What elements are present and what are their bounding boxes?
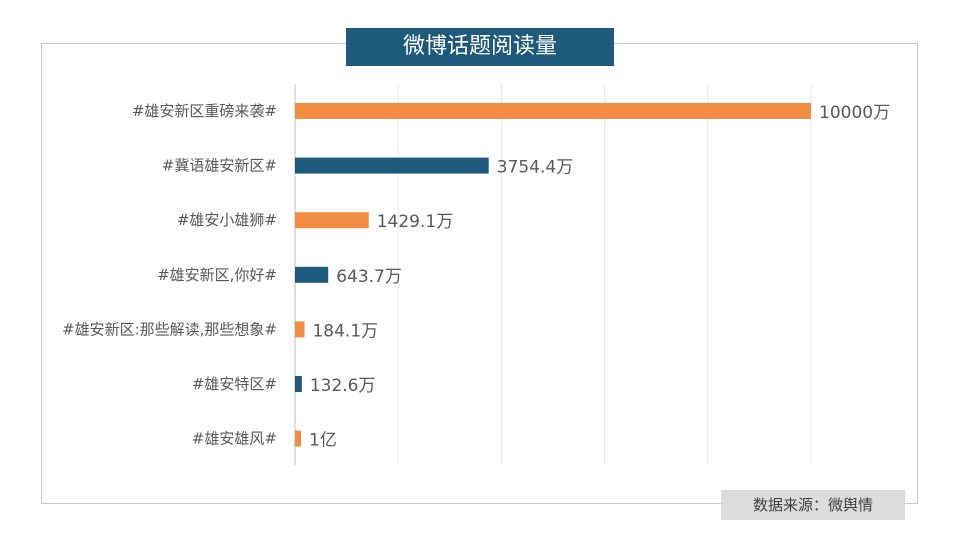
- bar: [295, 266, 329, 283]
- category-label: #雄安新区:那些解读,那些想象#: [62, 320, 277, 338]
- chart-title: 微博话题阅读量: [346, 28, 614, 66]
- data-label: 1429.1万: [377, 212, 453, 232]
- data-label: 184.1万: [312, 321, 378, 341]
- bar: [295, 103, 811, 119]
- data-label: 643.7万: [336, 267, 402, 287]
- value-labels: 10000万 3754.4万 1429.1万 643.7万 184.1万 132.6万 1亿: [309, 103, 890, 451]
- category-label: #雄安新区,你好#: [157, 266, 277, 284]
- bar: [295, 376, 302, 392]
- gridlines: [294, 84, 812, 465]
- data-label: 132.6万: [310, 376, 376, 396]
- category-labels: #雄安新区重磅来袭# #冀语雄安新区# #雄安小雄狮# #雄安新区,你好# #雄安新区:…: [62, 102, 277, 448]
- bars: [295, 103, 811, 447]
- data-label: 10000万: [819, 103, 890, 123]
- bar: [295, 157, 489, 174]
- data-label: 3754.4万: [497, 158, 573, 178]
- data-label: 1亿: [309, 431, 337, 451]
- data-source-note: 数据来源：微舆情: [721, 490, 905, 520]
- category-label: #雄安小雄狮#: [177, 211, 277, 229]
- category-label: #雄安雄风#: [192, 430, 277, 448]
- bar: [295, 430, 301, 447]
- bar: [295, 321, 305, 338]
- bar: [295, 212, 369, 229]
- category-label: #雄安特区#: [192, 375, 277, 393]
- category-label: #雄安新区重磅来袭#: [132, 102, 277, 120]
- category-label: #冀语雄安新区#: [162, 157, 277, 175]
